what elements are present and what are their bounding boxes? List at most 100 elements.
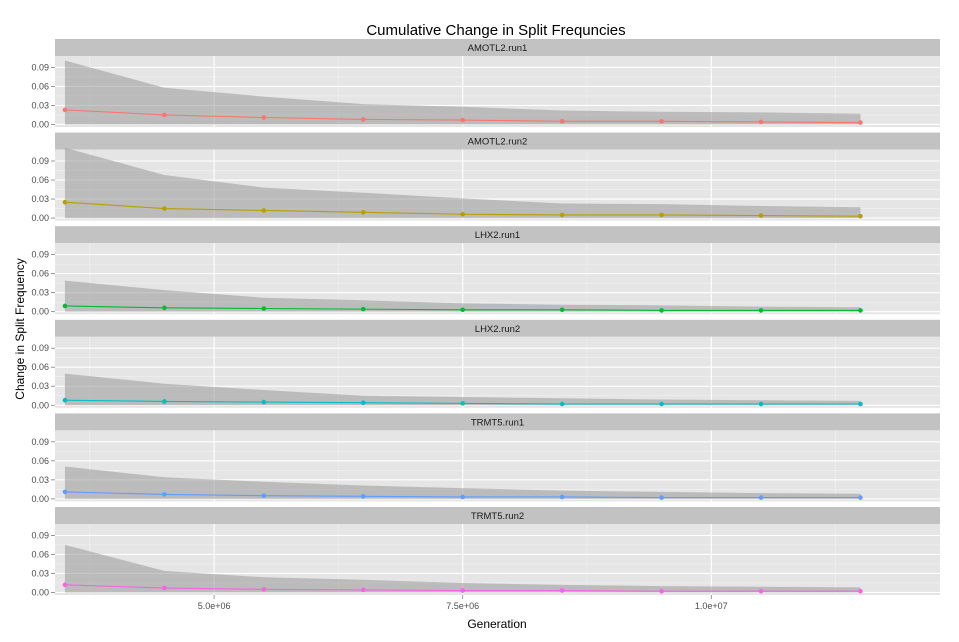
data-point [758, 588, 764, 594]
error-band [64, 280, 861, 312]
x-tick-label: 5.0e+06 [198, 601, 231, 611]
data-point [858, 120, 863, 125]
data-point [659, 308, 664, 313]
data-point [659, 588, 664, 594]
data-point [559, 494, 565, 500]
y-tick-label: 0.06 [31, 362, 49, 372]
data-point [460, 401, 465, 406]
data-point [261, 399, 267, 405]
y-tick-label: 0.09 [31, 62, 49, 72]
y-tick-label: 0.06 [31, 549, 49, 559]
data-point [659, 495, 664, 500]
data-point [858, 213, 863, 219]
data-point [62, 489, 68, 495]
y-tick-label: 0.09 [31, 343, 49, 353]
data-point [758, 213, 764, 218]
error-band [64, 373, 861, 406]
x-tick-label: 7.5e+06 [446, 601, 479, 611]
x-axis-label: Generation [467, 617, 526, 631]
data-point [162, 399, 167, 404]
data-point [758, 495, 764, 500]
facet-strip [55, 39, 940, 56]
y-tick-label: 0.00 [31, 213, 49, 223]
data-point [360, 210, 366, 215]
data-point [62, 199, 68, 205]
data-point [460, 494, 465, 500]
data-point [162, 492, 167, 497]
facet-strip [55, 226, 940, 244]
error-band [64, 466, 861, 499]
data-point [162, 585, 167, 591]
y-tick-label: 0.00 [31, 400, 49, 410]
data-point [659, 212, 664, 218]
data-point [858, 588, 863, 594]
data-point [858, 401, 863, 407]
data-point [360, 117, 366, 122]
data-point [559, 118, 565, 124]
facet-strip-label: TRMT5.run2 [471, 511, 524, 522]
y-tick-label: 0.09 [31, 250, 49, 260]
y-tick-label: 0.00 [31, 119, 49, 129]
facet-strip-label: AMOTL2.run2 [468, 137, 528, 148]
y-tick-label: 0.03 [31, 288, 49, 298]
data-point [460, 588, 465, 593]
data-point [758, 119, 764, 125]
chart-title: Cumulative Change in Split Frequncies [366, 22, 625, 39]
data-point [659, 118, 664, 124]
data-point [162, 305, 167, 311]
error-band [64, 544, 861, 593]
facet-strip-label: LHX2.run1 [475, 230, 520, 241]
data-point [460, 211, 465, 217]
data-point [62, 582, 68, 588]
y-tick-label: 0.00 [31, 307, 49, 317]
data-point [62, 107, 68, 113]
y-tick-label: 0.03 [31, 568, 49, 578]
x-tick-label: 1.0e+07 [695, 601, 728, 611]
data-point [559, 212, 565, 218]
x-axis-ticks: 5.0e+06 7.5e+06 1.0e+07 [198, 595, 728, 611]
data-point [360, 494, 366, 499]
data-point [261, 115, 267, 120]
data-point [858, 495, 863, 500]
y-tick-label: 0.03 [31, 381, 49, 391]
data-point [460, 117, 465, 123]
facet-panels: AMOTL2.run1 0.00 0.03 0.06 0.09 AMOTL2.run2 0.… [31, 39, 940, 597]
data-point [559, 401, 565, 407]
facet-panel: LHX2.run2 0.00 0.03 0.06 0.09 [31, 319, 940, 410]
y-tick-label: 0.09 [31, 530, 49, 540]
y-tick-label: 0.06 [31, 175, 49, 185]
data-point [261, 493, 267, 498]
facet-panel: LHX2.run1 0.00 0.03 0.06 0.09 [31, 226, 940, 317]
data-point [62, 397, 68, 403]
y-tick-label: 0.06 [31, 269, 49, 279]
data-point [858, 308, 863, 313]
facet-strip-label: TRMT5.run1 [471, 417, 524, 428]
facet-panel: AMOTL2.run2 0.00 0.03 0.06 0.09 [31, 132, 940, 223]
data-point [360, 306, 366, 312]
data-point [261, 586, 267, 592]
y-tick-label: 0.09 [31, 437, 49, 447]
error-band [64, 60, 861, 125]
data-point [559, 588, 565, 593]
data-point [162, 112, 167, 118]
data-point [360, 587, 366, 593]
y-axis-label: Change in Split Frequency [13, 258, 27, 399]
facet-strip-label: AMOTL2.run1 [468, 43, 528, 54]
facet-panel: TRMT5.run2 0.00 0.03 0.06 0.09 [31, 507, 940, 597]
data-point [559, 307, 565, 313]
facet-strip [55, 507, 940, 524]
facet-panel: AMOTL2.run1 0.00 0.03 0.06 0.09 [31, 39, 940, 129]
facet-strip-label: LHX2.run2 [475, 324, 520, 335]
y-tick-label: 0.03 [31, 100, 49, 110]
y-tick-label: 0.09 [31, 156, 49, 166]
data-point [758, 308, 764, 313]
data-point [261, 306, 267, 311]
data-point [261, 208, 267, 213]
facet-panel: TRMT5.run1 0.00 0.03 0.06 0.09 [31, 413, 940, 504]
data-point [659, 401, 664, 407]
facet-strip [55, 413, 940, 431]
data-point [460, 307, 465, 313]
y-tick-label: 0.00 [31, 587, 49, 597]
y-tick-label: 0.03 [31, 475, 49, 485]
